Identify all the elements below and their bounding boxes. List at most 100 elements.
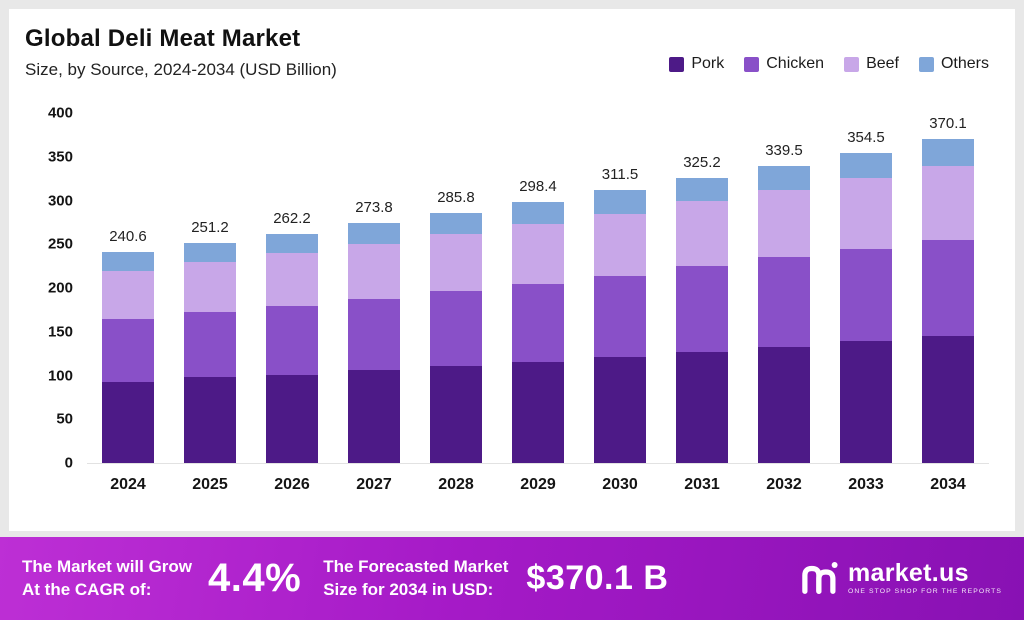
x-axis-label-2028: 2028 bbox=[438, 476, 474, 493]
bar-segment-chicken bbox=[676, 266, 728, 352]
bar-segment-pork bbox=[102, 381, 154, 463]
y-tick-label: 350 bbox=[47, 148, 73, 166]
bar-stack bbox=[348, 223, 400, 463]
bar-segment-chicken bbox=[184, 311, 236, 378]
x-axis-labels: 2024 2025 2026 2027 2028 2029 2030 2031 2032 2033… bbox=[87, 474, 989, 494]
bar-segment-others bbox=[594, 190, 646, 214]
bar-segment-beef bbox=[266, 253, 318, 306]
bar-stack bbox=[512, 201, 564, 463]
y-tick-label: 100 bbox=[47, 367, 73, 384]
cagr-label: The Market will Grow At the CAGR of: bbox=[22, 557, 193, 599]
bars: 240.6 251.2 262.2 273.8 285.8 298.4 311.5 325.2… bbox=[87, 114, 989, 463]
bar-column-2027: 273.8 bbox=[333, 199, 415, 463]
legend-item-others: Others bbox=[918, 55, 989, 73]
bar-segment-chicken bbox=[594, 275, 646, 358]
bar-segment-beef bbox=[430, 233, 482, 291]
bar-segment-chicken bbox=[758, 257, 810, 347]
bar-segment-others bbox=[922, 139, 974, 166]
bar-stack bbox=[922, 139, 974, 463]
bar-segment-beef bbox=[594, 213, 646, 276]
bar-segment-chicken bbox=[922, 239, 974, 337]
y-tick-label: 150 bbox=[47, 323, 73, 341]
bar-segment-pork bbox=[348, 370, 400, 463]
x-axis-label-2027: 2027 bbox=[356, 476, 392, 493]
bar-segment-chicken bbox=[102, 318, 154, 382]
bar-segment-beef bbox=[758, 190, 810, 258]
bar-column-2031: 325.2 bbox=[661, 154, 743, 463]
bar-column-2029: 298.4 bbox=[497, 178, 579, 463]
bar-segment-others bbox=[430, 212, 482, 234]
bar-total-label: 370.1 bbox=[929, 115, 967, 133]
y-tick-label: 400 bbox=[47, 104, 73, 122]
bar-column-2032: 339.5 bbox=[743, 142, 825, 463]
bar-total-label: 262.2 bbox=[273, 209, 311, 227]
brand-text: market.us ONE STOP SHOP FOR THE REPORTS bbox=[848, 561, 1002, 596]
y-tick-label: 0 bbox=[64, 454, 73, 472]
bar-segment-pork bbox=[676, 351, 728, 463]
bar-segment-pork bbox=[594, 357, 646, 463]
x-axis-label-2032: 2032 bbox=[766, 476, 802, 493]
bar-segment-pork bbox=[430, 365, 482, 463]
legend-swatch-beef bbox=[844, 56, 860, 72]
bar-column-2030: 311.5 bbox=[579, 166, 661, 463]
page-subtitle: Size, by Source, 2024-2034 (USD Billion) bbox=[25, 60, 337, 79]
legend-swatch-pork bbox=[669, 56, 685, 72]
bar-segment-pork bbox=[266, 374, 318, 463]
y-tick-label: 50 bbox=[56, 410, 73, 428]
y-tick-label: 200 bbox=[47, 279, 73, 297]
x-axis-label-2034: 2034 bbox=[930, 476, 966, 493]
bar-segment-chicken bbox=[430, 290, 482, 366]
x-axis-label-2033: 2033 bbox=[848, 476, 884, 493]
bar-segment-chicken bbox=[266, 305, 318, 375]
bar-total-label: 285.8 bbox=[437, 188, 475, 206]
bar-total-label: 311.5 bbox=[601, 166, 639, 184]
bar-column-2034: 370.1 bbox=[907, 115, 989, 463]
bar-total-label: 273.8 bbox=[355, 199, 393, 217]
bar-segment-others bbox=[840, 152, 892, 178]
bar-segment-beef bbox=[348, 244, 400, 299]
bar-segment-beef bbox=[840, 177, 892, 249]
bar-segment-chicken bbox=[348, 298, 400, 371]
x-axis-label-2024: 2024 bbox=[110, 476, 146, 493]
forecast-label: The Forecasted Market Size for 2034 in U… bbox=[323, 557, 509, 599]
cagr-value: 4.4% bbox=[208, 556, 302, 600]
legend-label: Pork bbox=[691, 55, 725, 72]
bar-stack bbox=[676, 178, 728, 463]
bar-total-label: 354.5 bbox=[847, 128, 885, 146]
bar-segment-beef bbox=[512, 224, 564, 284]
bar-stack bbox=[266, 233, 318, 463]
brand-logo: market.us ONE STOP SHOP FOR THE REPORTS bbox=[797, 558, 1002, 600]
legend-label: Others bbox=[940, 55, 989, 72]
bar-segment-others bbox=[512, 201, 564, 225]
bar-column-2024: 240.6 bbox=[87, 228, 169, 463]
chart-plot-area: 0 50 100 150 200 250 300 350 400 240.6 251.2 262.2… bbox=[48, 105, 989, 472]
bar-column-2033: 354.5 bbox=[825, 129, 907, 463]
bar-column-2028: 285.8 bbox=[415, 189, 497, 463]
bar-column-2025: 251.2 bbox=[169, 219, 251, 463]
bar-segment-pork bbox=[840, 341, 892, 463]
legend-item-beef: Beef bbox=[844, 55, 899, 73]
footer-banner: The Market will Grow At the CAGR of: 4.4… bbox=[0, 537, 1024, 620]
bar-segment-others bbox=[676, 178, 728, 202]
bar-total-label: 325.2 bbox=[683, 154, 721, 172]
market-us-logo-icon bbox=[797, 558, 839, 600]
y-tick-label: 250 bbox=[47, 235, 73, 253]
x-axis-label-2031: 2031 bbox=[684, 476, 720, 493]
x-axis-label-2029: 2029 bbox=[520, 476, 556, 493]
page-title: Global Deli Meat Market bbox=[25, 25, 301, 52]
bar-total-label: 240.6 bbox=[109, 228, 147, 246]
brand-name: market.us bbox=[847, 559, 969, 588]
bar-segment-chicken bbox=[840, 248, 892, 342]
bar-segment-others bbox=[102, 252, 154, 271]
legend-label: Chicken bbox=[766, 55, 825, 72]
bar-segment-others bbox=[348, 223, 400, 245]
legend-swatch-chicken bbox=[744, 56, 760, 72]
legend-item-pork: Pork bbox=[669, 55, 724, 73]
bar-stack bbox=[758, 165, 810, 463]
chart-card: Global Deli Meat Market Size, by Source,… bbox=[9, 9, 1015, 531]
bar-segment-beef bbox=[676, 201, 728, 267]
bar-segment-beef bbox=[102, 270, 154, 319]
bar-segment-pork bbox=[922, 336, 974, 463]
x-axis-label-2030: 2030 bbox=[602, 476, 638, 493]
bar-stack bbox=[184, 243, 236, 463]
